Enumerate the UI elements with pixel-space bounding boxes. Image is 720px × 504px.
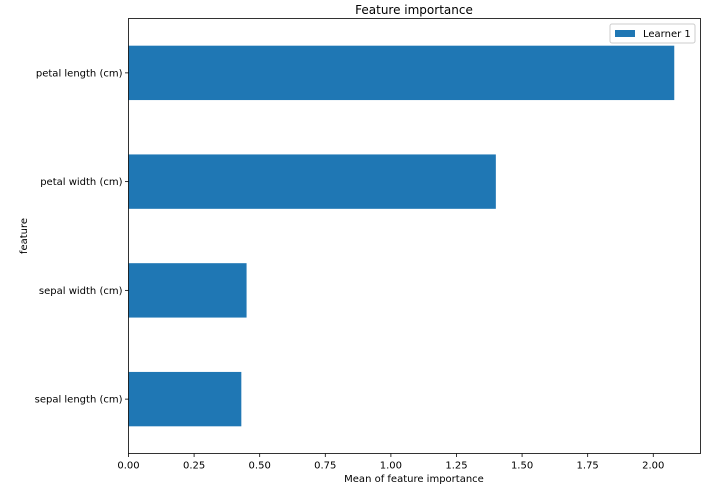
legend: Learner 1 [609,23,696,44]
bar [128,45,675,101]
x-axis-label: Mean of feature importance [344,474,484,485]
x-tick-label: 1.75 [577,461,599,472]
plot-frame [128,18,701,454]
x-tick-label: 1.25 [445,461,467,472]
legend-label: Learner 1 [643,29,691,40]
y-tick-label: sepal length (cm) [35,395,123,406]
y-tick-label: sepal width (cm) [39,286,123,297]
legend-frame [609,23,696,44]
x-axis-ticks: 0.00 0.25 0.50 0.75 1.00 1.25 1.50 1.75 2.00 [117,453,664,472]
x-tick-label: 2.00 [642,461,664,472]
chart-title: Feature importance [355,3,473,17]
bars-layer [128,45,675,427]
x-tick-label: 0.50 [249,461,271,472]
y-tick-label: petal length (cm) [36,68,123,79]
y-axis-ticks: petal length (cm) petal width (cm) sepal w… [35,68,129,406]
y-tick-label: petal width (cm) [40,177,122,188]
bar [128,263,247,318]
legend-swatch [615,30,635,37]
bar [128,154,496,209]
x-tick-label: 0.00 [117,461,139,472]
bar [128,371,242,427]
x-tick-label: 0.75 [314,461,336,472]
y-axis-label: feature [19,218,30,254]
x-tick-label: 1.50 [511,461,533,472]
x-tick-label: 1.00 [380,461,402,472]
x-tick-label: 0.25 [183,461,205,472]
